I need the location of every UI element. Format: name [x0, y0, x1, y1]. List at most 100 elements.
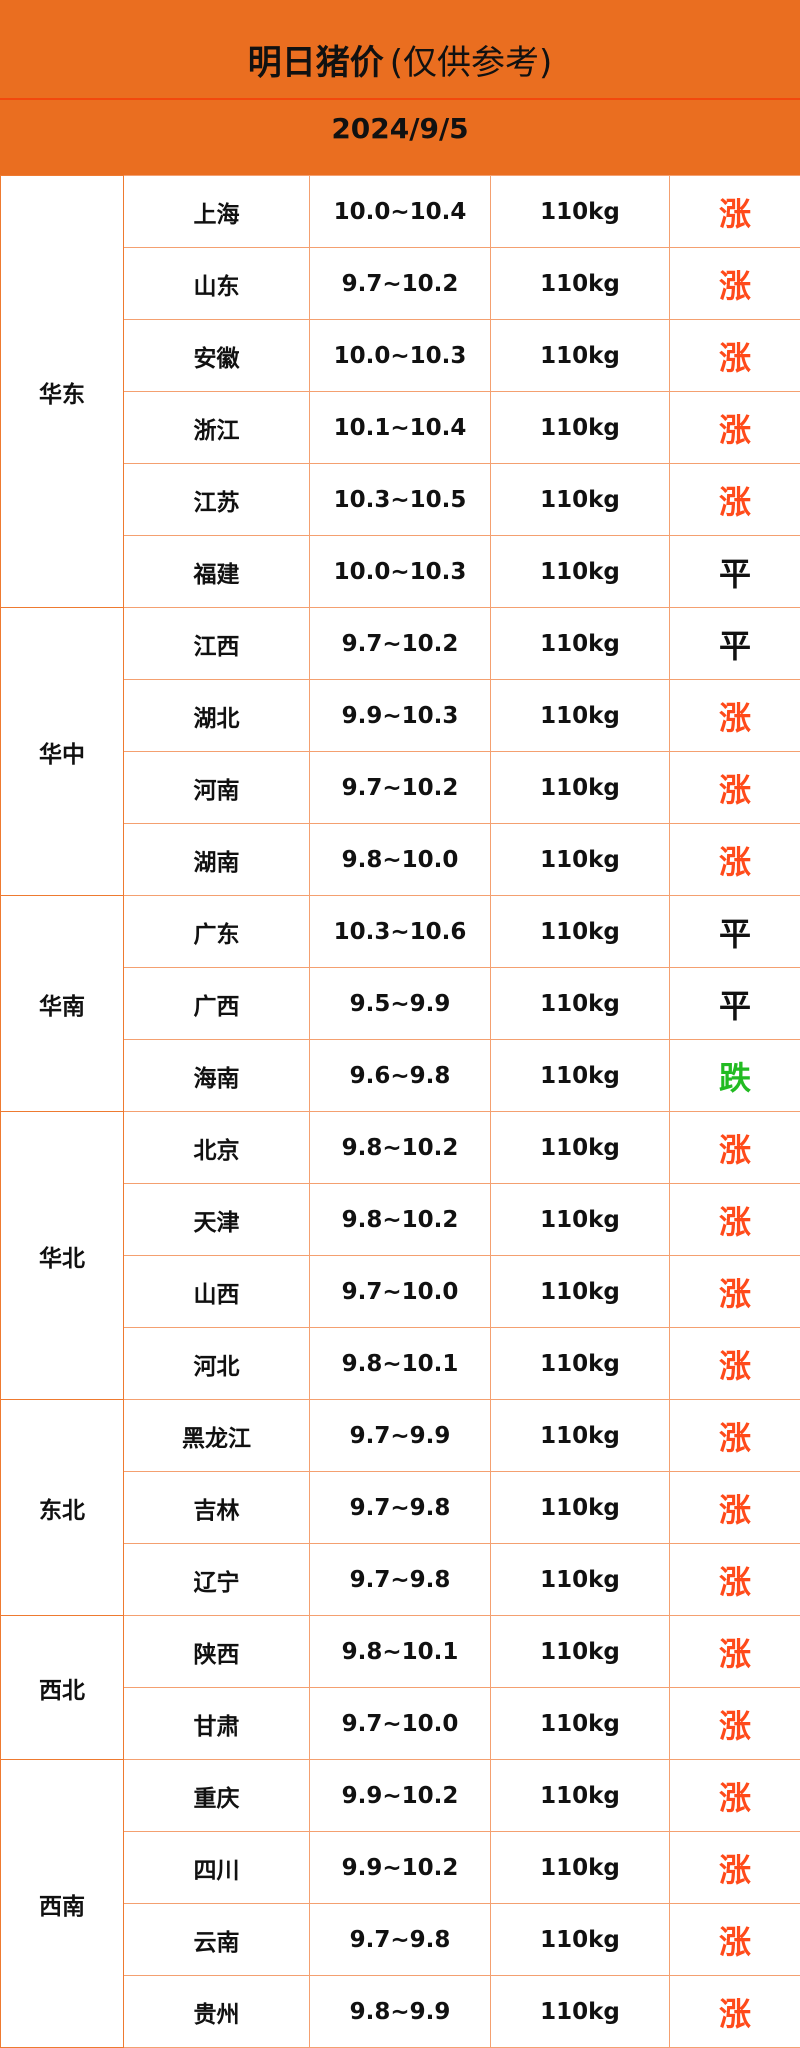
price-cell: 9.7~9.8 — [310, 1904, 491, 1976]
weight-cell: 110kg — [491, 1616, 670, 1688]
title-text: 明日猪价 — [248, 35, 384, 84]
weight-cell: 110kg — [491, 1040, 670, 1112]
trend-cell: 涨 — [670, 248, 800, 320]
price-cell: 9.6~9.8 — [310, 1040, 491, 1112]
province-cell: 山西 — [124, 1256, 310, 1328]
trend-cell: 平 — [670, 608, 800, 680]
province-cell: 吉林 — [124, 1472, 310, 1544]
weight-cell: 110kg — [491, 752, 670, 824]
price-cell: 10.0~10.4 — [310, 176, 491, 248]
trend-cell: 涨 — [670, 1616, 800, 1688]
province-cell: 海南 — [124, 1040, 310, 1112]
weight-cell: 110kg — [491, 680, 670, 752]
province-cell: 广东 — [124, 896, 310, 968]
trend-cell: 涨 — [670, 1760, 800, 1832]
weight-cell: 110kg — [491, 1112, 670, 1184]
province-cell: 黑龙江 — [124, 1400, 310, 1472]
trend-cell: 涨 — [670, 1400, 800, 1472]
price-cell: 9.9~10.3 — [310, 680, 491, 752]
trend-cell: 涨 — [670, 176, 800, 248]
price-cell: 9.7~10.0 — [310, 1256, 491, 1328]
weight-cell: 110kg — [491, 608, 670, 680]
price-cell: 9.8~10.1 — [310, 1616, 491, 1688]
province-cell: 湖南 — [124, 824, 310, 896]
price-cell: 9.7~10.2 — [310, 752, 491, 824]
province-cell: 浙江 — [124, 392, 310, 464]
trend-cell: 平 — [670, 896, 800, 968]
weight-cell: 110kg — [491, 824, 670, 896]
trend-cell: 涨 — [670, 464, 800, 536]
page-header: 明日猪价 (仅供参考) 2024/9/5 — [0, 0, 800, 175]
trend-cell: 涨 — [670, 1184, 800, 1256]
province-cell: 四川 — [124, 1832, 310, 1904]
weight-cell: 110kg — [491, 1976, 670, 2048]
date-label: 2024/9/5 — [0, 100, 800, 175]
weight-cell: 110kg — [491, 1760, 670, 1832]
province-cell: 湖北 — [124, 680, 310, 752]
province-cell: 陕西 — [124, 1616, 310, 1688]
price-cell: 9.8~10.1 — [310, 1328, 491, 1400]
province-cell: 安徽 — [124, 320, 310, 392]
price-cell: 9.7~10.2 — [310, 248, 491, 320]
weight-cell: 110kg — [491, 1472, 670, 1544]
weight-cell: 110kg — [491, 1544, 670, 1616]
weight-cell: 110kg — [491, 536, 670, 608]
trend-cell: 涨 — [670, 824, 800, 896]
weight-cell: 110kg — [491, 176, 670, 248]
province-cell: 山东 — [124, 248, 310, 320]
price-cell: 10.0~10.3 — [310, 536, 491, 608]
weight-cell: 110kg — [491, 1904, 670, 1976]
price-cell: 10.3~10.5 — [310, 464, 491, 536]
province-cell: 甘肃 — [124, 1688, 310, 1760]
region-cell: 东北 — [1, 1400, 124, 1616]
weight-cell: 110kg — [491, 1256, 670, 1328]
price-cell: 9.8~10.2 — [310, 1184, 491, 1256]
price-cell: 10.3~10.6 — [310, 896, 491, 968]
trend-cell: 平 — [670, 536, 800, 608]
trend-cell: 涨 — [670, 1256, 800, 1328]
region-cell: 西北 — [1, 1616, 124, 1760]
region-cell: 华东 — [1, 176, 124, 608]
weight-cell: 110kg — [491, 1832, 670, 1904]
region-cell: 华北 — [1, 1112, 124, 1400]
province-cell: 福建 — [124, 536, 310, 608]
trend-cell: 涨 — [670, 1112, 800, 1184]
price-cell: 9.9~10.2 — [310, 1760, 491, 1832]
trend-cell: 涨 — [670, 1976, 800, 2048]
weight-cell: 110kg — [491, 1184, 670, 1256]
province-cell: 云南 — [124, 1904, 310, 1976]
weight-cell: 110kg — [491, 392, 670, 464]
weight-cell: 110kg — [491, 320, 670, 392]
province-cell: 江苏 — [124, 464, 310, 536]
province-cell: 江西 — [124, 608, 310, 680]
trend-cell: 涨 — [670, 680, 800, 752]
title-note: (仅供参考) — [390, 35, 553, 84]
weight-cell: 110kg — [491, 248, 670, 320]
weight-cell: 110kg — [491, 1328, 670, 1400]
trend-cell: 跌 — [670, 1040, 800, 1112]
province-cell: 河北 — [124, 1328, 310, 1400]
price-cell: 9.7~10.2 — [310, 608, 491, 680]
trend-cell: 涨 — [670, 1904, 800, 1976]
region-cell: 华中 — [1, 608, 124, 896]
trend-cell: 涨 — [670, 1472, 800, 1544]
price-cell: 10.1~10.4 — [310, 392, 491, 464]
weight-cell: 110kg — [491, 464, 670, 536]
province-cell: 重庆 — [124, 1760, 310, 1832]
trend-cell: 涨 — [670, 392, 800, 464]
weight-cell: 110kg — [491, 896, 670, 968]
province-cell: 贵州 — [124, 1976, 310, 2048]
province-cell: 辽宁 — [124, 1544, 310, 1616]
price-cell: 9.7~10.0 — [310, 1688, 491, 1760]
price-cell: 9.9~10.2 — [310, 1832, 491, 1904]
trend-cell: 涨 — [670, 752, 800, 824]
trend-cell: 平 — [670, 968, 800, 1040]
region-cell: 华南 — [1, 896, 124, 1112]
province-cell: 上海 — [124, 176, 310, 248]
